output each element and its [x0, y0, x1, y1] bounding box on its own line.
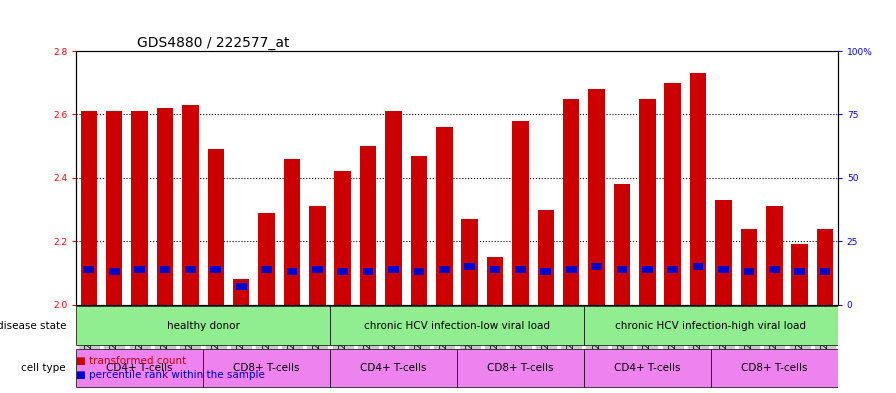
Bar: [591, 263, 602, 270]
Bar: [795, 268, 805, 275]
Bar: [338, 268, 348, 275]
Bar: [330, 349, 457, 387]
Bar: [106, 111, 123, 305]
Bar: [330, 306, 584, 345]
Bar: [584, 306, 838, 345]
Bar: [487, 257, 504, 305]
Bar: [81, 111, 97, 305]
Bar: [464, 263, 475, 270]
Text: CD8+ T-cells: CD8+ T-cells: [741, 363, 807, 373]
Bar: [312, 266, 323, 273]
Bar: [719, 266, 728, 273]
Bar: [83, 266, 94, 273]
Bar: [185, 266, 195, 273]
Bar: [334, 171, 351, 305]
Bar: [363, 268, 374, 275]
Text: chronic HCV infection-low viral load: chronic HCV infection-low viral load: [364, 321, 550, 331]
Bar: [388, 266, 399, 273]
Bar: [616, 266, 627, 273]
Bar: [711, 349, 838, 387]
Bar: [642, 266, 652, 273]
Bar: [287, 268, 297, 275]
Bar: [262, 266, 271, 273]
Bar: [744, 268, 754, 275]
Bar: [791, 244, 808, 305]
Bar: [159, 266, 170, 273]
Text: CD4+ T-cells: CD4+ T-cells: [107, 363, 173, 373]
Bar: [284, 159, 300, 305]
Text: CD4+ T-cells: CD4+ T-cells: [360, 363, 426, 373]
Text: healthy donor: healthy donor: [167, 321, 239, 331]
Bar: [766, 206, 782, 305]
Bar: [820, 268, 831, 275]
Text: GDS4880 / 222577_at: GDS4880 / 222577_at: [137, 36, 289, 50]
Bar: [414, 268, 424, 275]
Text: chronic HCV infection-high viral load: chronic HCV infection-high viral load: [616, 321, 806, 331]
Bar: [233, 279, 249, 305]
Bar: [76, 349, 203, 387]
Bar: [668, 266, 678, 273]
Bar: [132, 111, 148, 305]
Bar: [563, 99, 580, 305]
Bar: [436, 127, 452, 305]
Bar: [134, 266, 145, 273]
Bar: [439, 266, 450, 273]
Bar: [540, 268, 551, 275]
Bar: [109, 268, 119, 275]
Bar: [203, 349, 330, 387]
Bar: [665, 83, 681, 305]
Bar: [690, 73, 706, 305]
Bar: [410, 156, 427, 305]
Bar: [566, 266, 576, 273]
Bar: [76, 306, 330, 345]
Bar: [211, 266, 221, 273]
Bar: [614, 184, 630, 305]
Text: ■ transformed count: ■ transformed count: [76, 356, 186, 365]
Text: cell type: cell type: [22, 363, 66, 373]
Bar: [538, 209, 554, 305]
Bar: [513, 121, 529, 305]
Bar: [457, 349, 584, 387]
Bar: [490, 266, 500, 273]
Bar: [741, 228, 757, 305]
Text: CD8+ T-cells: CD8+ T-cells: [233, 363, 300, 373]
Bar: [693, 263, 703, 270]
Text: CD4+ T-cells: CD4+ T-cells: [614, 363, 681, 373]
Bar: [208, 149, 224, 305]
Bar: [639, 99, 656, 305]
Bar: [360, 146, 376, 305]
Text: disease state: disease state: [0, 321, 66, 331]
Bar: [157, 108, 173, 305]
Bar: [258, 213, 275, 305]
Bar: [236, 283, 246, 290]
Bar: [461, 219, 478, 305]
Bar: [385, 111, 401, 305]
Bar: [182, 105, 199, 305]
Bar: [769, 266, 780, 273]
Bar: [309, 206, 325, 305]
Bar: [715, 200, 732, 305]
Bar: [817, 228, 833, 305]
Bar: [515, 266, 526, 273]
Bar: [584, 349, 711, 387]
Text: ■ percentile rank within the sample: ■ percentile rank within the sample: [76, 370, 265, 380]
Bar: [589, 89, 605, 305]
Text: CD8+ T-cells: CD8+ T-cells: [487, 363, 554, 373]
